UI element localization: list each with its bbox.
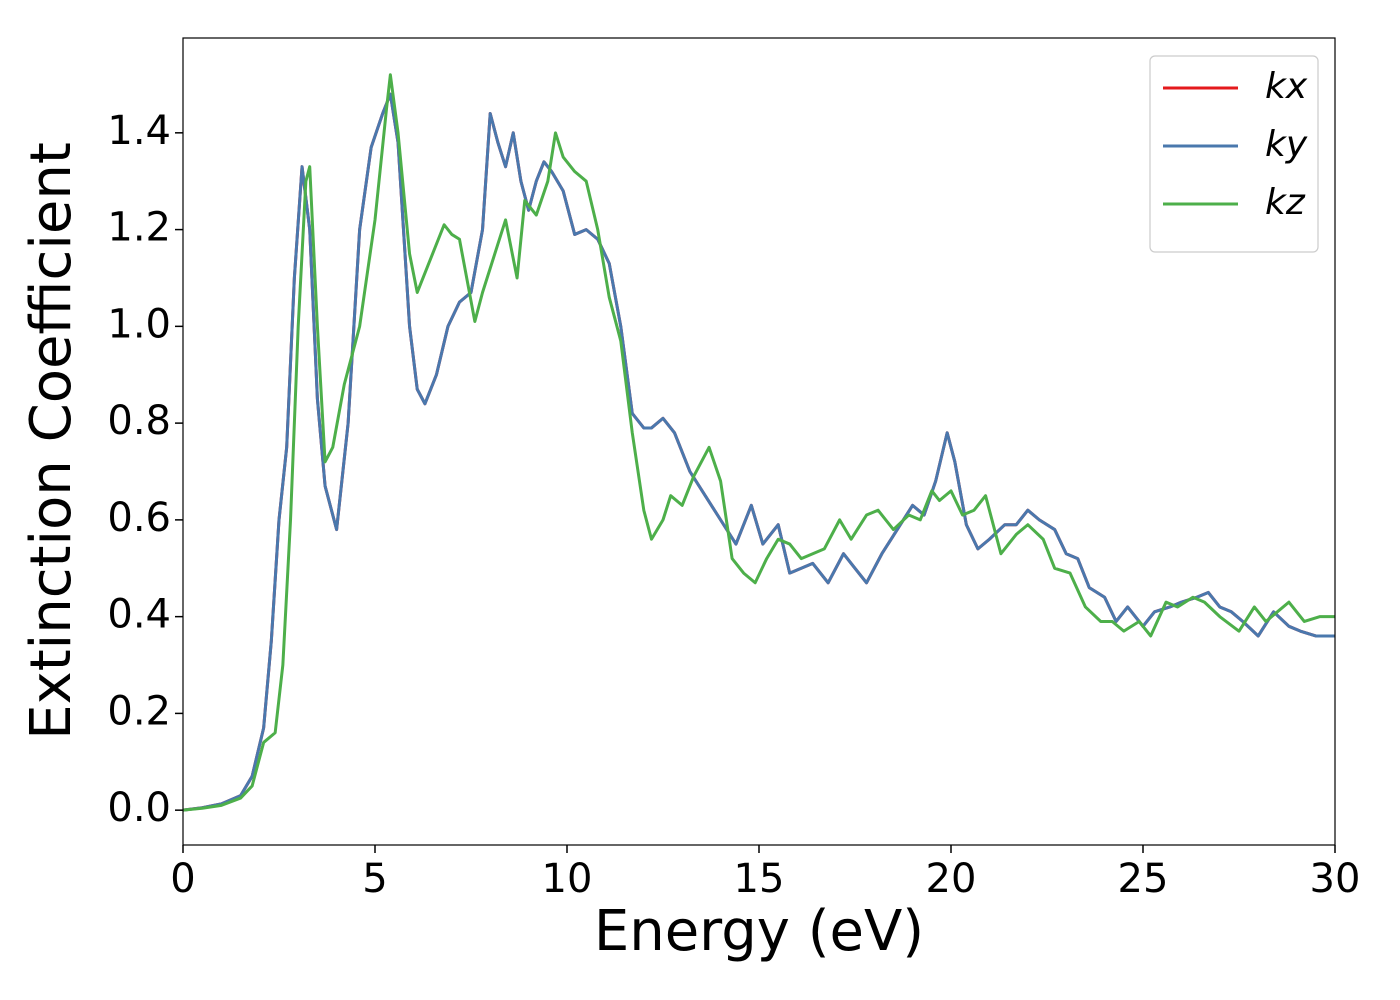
legend-label: ky bbox=[1265, 124, 1308, 165]
x-tick-label: 0 bbox=[170, 856, 195, 902]
series-line bbox=[182, 73, 1335, 812]
x-tick-label: 15 bbox=[734, 856, 785, 902]
x-tick-label: 30 bbox=[1310, 856, 1361, 902]
y-tick-label: 0.6 bbox=[107, 495, 171, 541]
y-tick-label: 0.2 bbox=[107, 688, 171, 734]
x-tick-label: 5 bbox=[362, 856, 387, 902]
y-tick-label: 1.4 bbox=[107, 108, 171, 154]
legend-label: kz bbox=[1265, 182, 1306, 223]
y-tick-label: 1.2 bbox=[107, 205, 171, 251]
y-axis-label: Extinction Coefficient bbox=[19, 142, 84, 740]
y-tick-label: 0.8 bbox=[107, 398, 171, 444]
x-axis-label: Energy (eV) bbox=[594, 899, 924, 964]
x-tick-label: 10 bbox=[542, 856, 593, 902]
plot-frame bbox=[182, 37, 1336, 846]
x-tick-label: 25 bbox=[1118, 856, 1169, 902]
y-tick-label: 1.0 bbox=[107, 301, 171, 347]
x-tick-label: 20 bbox=[926, 856, 977, 902]
y-tick-label: 0.4 bbox=[107, 592, 171, 638]
series-line bbox=[182, 92, 1335, 812]
legend-label: kx bbox=[1265, 66, 1308, 107]
y-tick-label: 0.0 bbox=[107, 785, 171, 831]
